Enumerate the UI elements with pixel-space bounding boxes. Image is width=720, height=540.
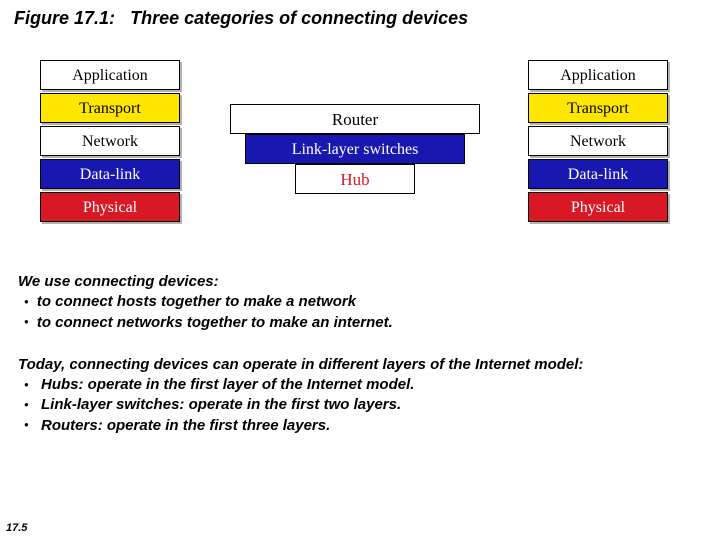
para2-lead: Today, connecting devices can operate in…: [18, 355, 708, 375]
bullet-bold: Link-layer switches:: [41, 396, 184, 413]
diagram-area: Application Transport Network Data-link …: [0, 60, 720, 235]
center-device-stack: Router Link-layer switches Hub: [230, 104, 480, 194]
layer-network: Network: [528, 126, 668, 156]
list-item: Routers: operate in the first three laye…: [24, 416, 708, 436]
layer-datalink: Data-link: [528, 159, 668, 189]
list-item: to connect networks together to make an …: [24, 313, 708, 333]
right-layer-stack: Application Transport Network Data-link …: [528, 60, 668, 225]
list-item: Link-layer switches: operate in the firs…: [24, 395, 708, 415]
figure-number: Figure 17.1:: [14, 8, 115, 28]
left-layer-stack: Application Transport Network Data-link …: [40, 60, 180, 225]
bullet-bold: Hubs:: [41, 376, 84, 393]
bullet-rest: operate in the first layer of the Intern…: [84, 376, 415, 393]
router-box: Router: [230, 104, 480, 134]
bullets-1: to connect hosts together to make a netw…: [18, 292, 708, 333]
layer-physical: Physical: [528, 192, 668, 222]
figure-title: Figure 17.1: Three categories of connect…: [14, 8, 468, 29]
hub-box: Hub: [295, 164, 415, 194]
para1-lead: We use connecting devices:: [18, 272, 708, 292]
link-layer-switches-box: Link-layer switches: [245, 134, 465, 164]
bullets-2: Hubs: operate in the first layer of the …: [18, 375, 708, 436]
layer-application: Application: [40, 60, 180, 90]
layer-datalink: Data-link: [40, 159, 180, 189]
layer-transport: Transport: [40, 93, 180, 123]
list-item: to connect hosts together to make a netw…: [24, 292, 708, 312]
bullet-rest: operate in the first two layers.: [184, 396, 401, 413]
layer-application: Application: [528, 60, 668, 90]
list-item: Hubs: operate in the first layer of the …: [24, 375, 708, 395]
layer-transport: Transport: [528, 93, 668, 123]
page-number: 17.5: [6, 522, 27, 534]
layer-network: Network: [40, 126, 180, 156]
layer-physical: Physical: [40, 192, 180, 222]
bullet-bold: Routers:: [41, 417, 103, 434]
body-text: We use connecting devices: to connect ho…: [18, 272, 708, 436]
bullet-rest: operate in the first three layers.: [103, 417, 331, 434]
figure-description: Three categories of connecting devices: [130, 8, 468, 28]
